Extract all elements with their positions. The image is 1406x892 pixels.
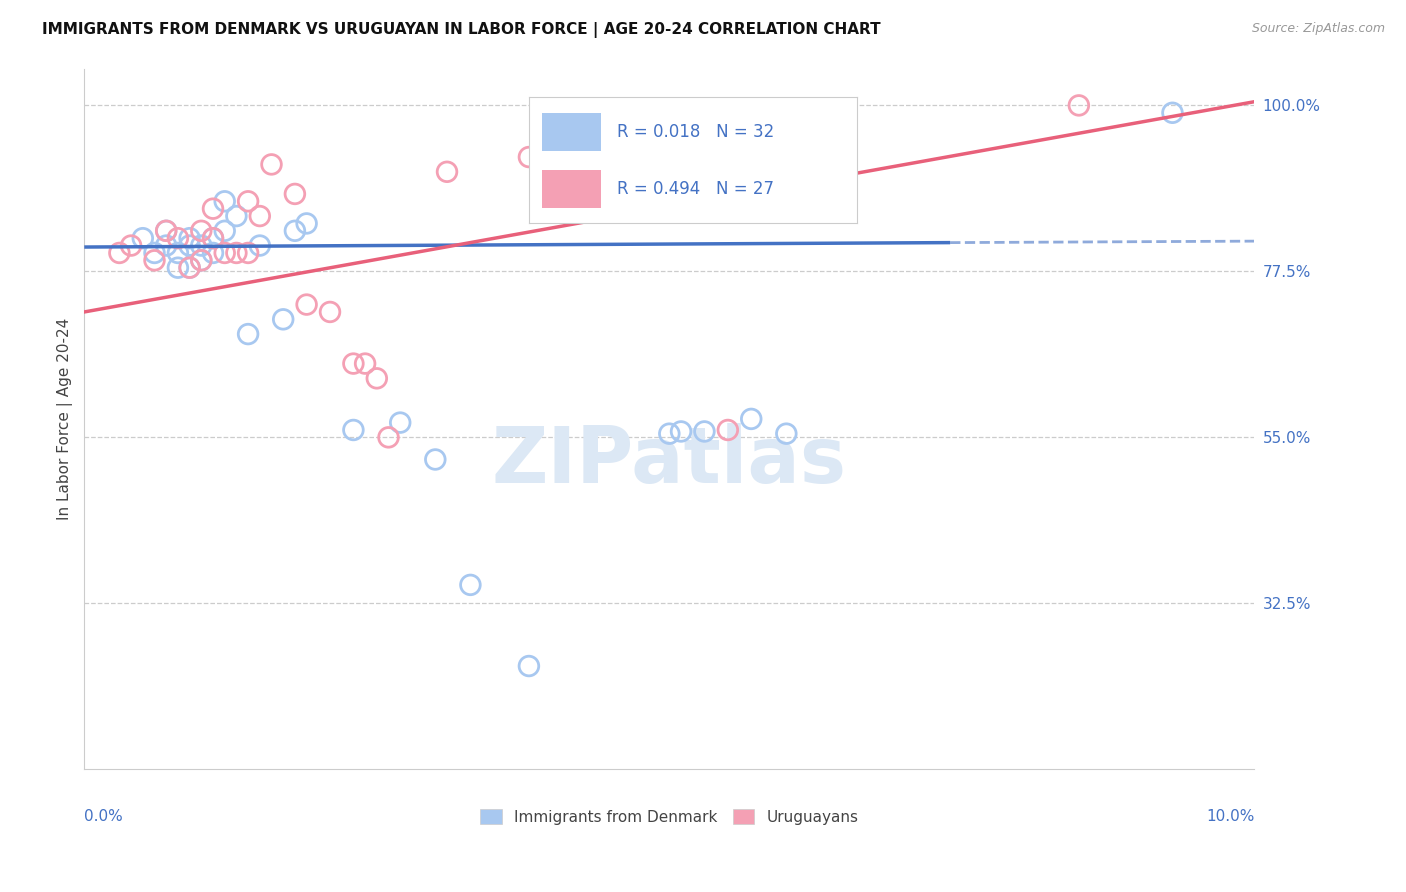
Point [1067,98,1090,112]
Point [179,238,201,252]
Point [658,426,681,441]
Point [295,297,318,311]
Point [249,209,271,223]
Point [717,423,740,437]
Point [214,194,236,209]
Point [366,371,388,385]
Point [236,246,259,260]
Point [167,231,190,245]
Point [693,425,716,439]
Point [190,253,212,268]
Point [179,231,201,245]
Point [190,224,212,238]
Legend: Immigrants from Denmark, Uruguayans: Immigrants from Denmark, Uruguayans [481,809,858,825]
Point [319,305,342,319]
Point [179,260,201,275]
Point [179,260,201,275]
Point [155,224,177,238]
Point [354,357,377,371]
Point [1161,105,1184,120]
Text: IMMIGRANTS FROM DENMARK VS URUGUAYAN IN LABOR FORCE | AGE 20-24 CORRELATION CHAR: IMMIGRANTS FROM DENMARK VS URUGUAYAN IN … [42,22,880,38]
Point [271,312,294,326]
Point [425,452,447,467]
Point [143,246,166,260]
Text: Source: ZipAtlas.com: Source: ZipAtlas.com [1251,22,1385,36]
Point [342,423,364,437]
Point [295,216,318,230]
Point [260,157,283,171]
Point [167,246,190,260]
Point [108,246,131,260]
Point [517,150,540,164]
Point [225,246,247,260]
Point [284,224,307,238]
Point [389,416,412,430]
Point [669,425,692,439]
Text: 0.0%: 0.0% [84,809,124,824]
Point [120,238,142,252]
Point [225,209,247,223]
Point [436,165,458,179]
Point [775,426,797,441]
Point [132,231,155,245]
Point [155,224,177,238]
Point [190,238,212,252]
Point [249,238,271,252]
Point [167,260,190,275]
Point [201,231,224,245]
Point [201,202,224,216]
Y-axis label: In Labor Force | Age 20-24: In Labor Force | Age 20-24 [58,318,73,520]
Point [214,224,236,238]
Point [143,253,166,268]
Point [201,231,224,245]
Point [284,186,307,201]
Point [740,412,762,426]
Point [201,246,224,260]
Point [236,327,259,342]
Point [517,659,540,673]
Text: 10.0%: 10.0% [1206,809,1254,824]
Point [460,578,482,592]
Point [377,430,399,444]
Point [214,246,236,260]
Point [342,357,364,371]
Point [236,194,259,209]
Point [190,253,212,268]
Point [155,238,177,252]
Text: ZIPatlas: ZIPatlas [492,423,846,499]
